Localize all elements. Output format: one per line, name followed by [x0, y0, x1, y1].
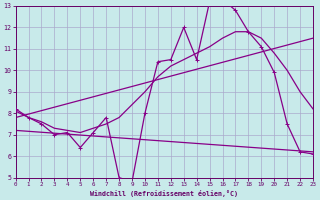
X-axis label: Windchill (Refroidissement éolien,°C): Windchill (Refroidissement éolien,°C) [90, 190, 238, 197]
